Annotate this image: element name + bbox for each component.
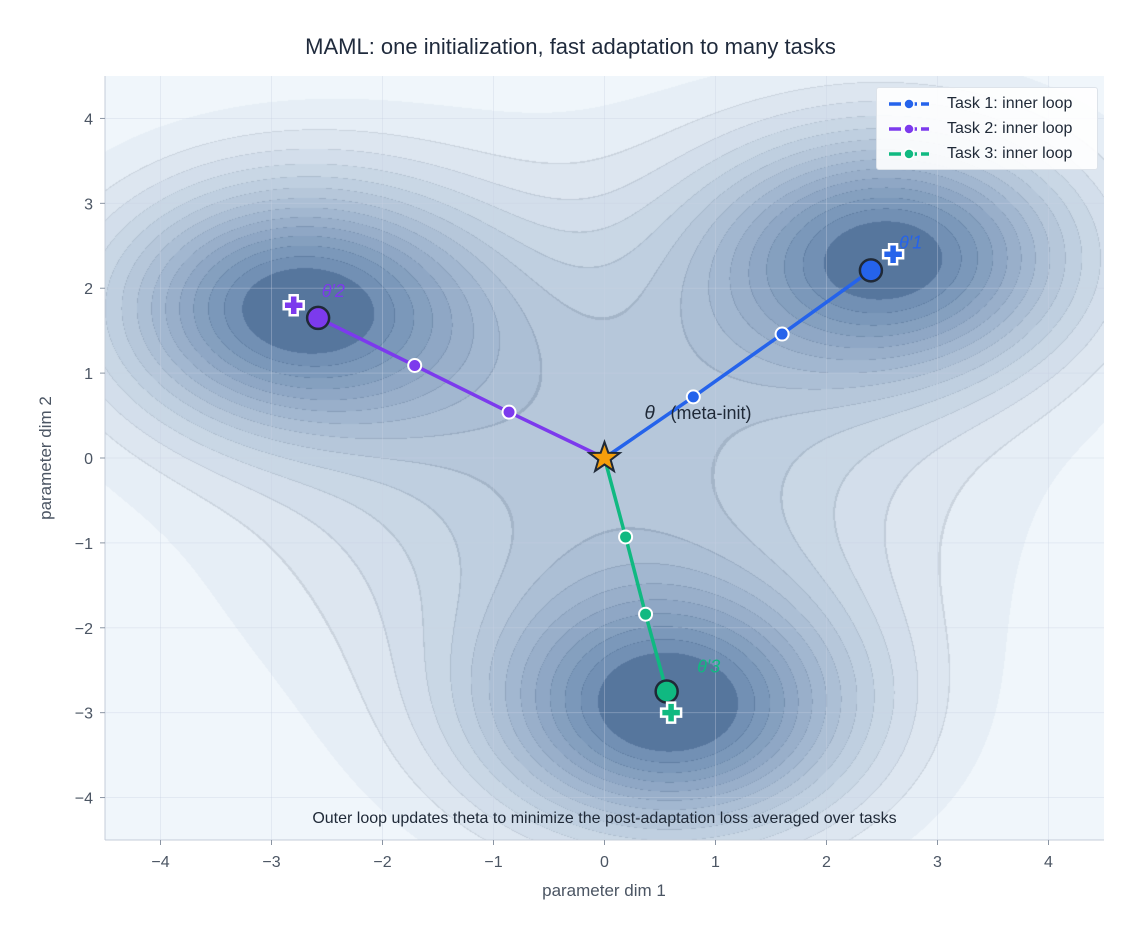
legend-swatch-icon xyxy=(889,97,929,110)
legend: Task 1: inner loop Task 2: inner loop Task… xyxy=(876,87,1098,170)
legend-swatch-icon xyxy=(889,147,929,160)
inner-step-point xyxy=(501,404,517,420)
y-tick-label: −2 xyxy=(75,621,93,638)
optimum-label: θ′1 xyxy=(899,232,922,252)
y-tick-label: 1 xyxy=(84,366,93,383)
legend-item: Task 1: inner loop xyxy=(877,91,1097,116)
adapted-point xyxy=(858,258,884,283)
chart-title: MAML: one initialization, fast adaptatio… xyxy=(305,34,836,59)
x-tick-label: 4 xyxy=(1044,854,1053,871)
legend-item: Task 2: inner loop xyxy=(877,116,1097,141)
series-line-task-2 xyxy=(317,316,606,460)
adapted-point xyxy=(305,305,331,331)
legend-label: Task 2: inner loop xyxy=(947,119,1073,137)
legend-swatch-icon xyxy=(889,122,929,135)
series-line-task-1 xyxy=(603,268,872,460)
x-tick-label: −4 xyxy=(151,854,169,871)
inner-step-point xyxy=(685,389,701,405)
x-tick-label: 3 xyxy=(933,854,942,871)
meta-init-label: (meta-init) xyxy=(671,403,752,423)
y-tick-label: 3 xyxy=(84,196,93,213)
x-axis-label: parameter dim 1 xyxy=(542,881,666,900)
adapted-point xyxy=(654,679,679,704)
plot-svg: θ′1 θ′2 θ′3 θ (meta-init) Outer loop updates … xyxy=(105,76,1104,840)
y-tick-label: 0 xyxy=(84,451,93,468)
y-tick-label: −3 xyxy=(75,706,93,723)
y-tick-label: 4 xyxy=(84,111,93,128)
legend-label: Task 3: inner loop xyxy=(947,144,1073,162)
x-tick-label: 1 xyxy=(711,854,720,871)
x-tick-label: 2 xyxy=(822,854,831,871)
x-tick-label: 0 xyxy=(600,854,609,871)
meta-init-star-icon xyxy=(586,439,623,474)
y-tick-label: −4 xyxy=(75,791,93,808)
inner-step-point xyxy=(774,326,790,342)
legend-item: Task 3: inner loop xyxy=(877,141,1097,166)
inner-step-point xyxy=(618,529,634,545)
x-tick-label: −3 xyxy=(262,854,280,871)
inner-step-point xyxy=(638,606,654,622)
meta-init-symbol: θ xyxy=(645,403,656,424)
task-optimum-plus-icon xyxy=(282,293,305,317)
annotation: Outer loop updates theta to minimize the… xyxy=(312,810,896,827)
y-tick-label: 2 xyxy=(84,281,93,298)
optimum-label: θ′3 xyxy=(697,657,720,677)
x-tick-label: −2 xyxy=(373,854,391,871)
x-tick-label: −1 xyxy=(484,854,502,871)
y-axis-label: parameter dim 2 xyxy=(36,396,55,520)
y-tick-label: −1 xyxy=(75,536,93,553)
legend-label: Task 1: inner loop xyxy=(947,94,1073,112)
optimum-label: θ′2 xyxy=(322,281,345,301)
inner-step-point xyxy=(407,357,423,373)
task-optimum-plus-icon xyxy=(659,701,683,724)
task-optimum-plus-icon xyxy=(881,243,905,266)
series-line-task-3 xyxy=(602,457,669,692)
plot-area: θ′1 θ′2 θ′3 θ (meta-init) Outer loop updates … xyxy=(105,76,1104,840)
